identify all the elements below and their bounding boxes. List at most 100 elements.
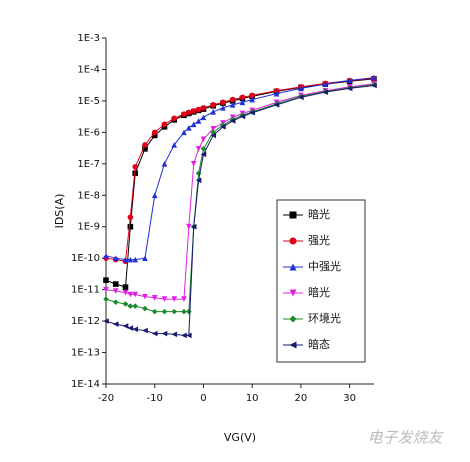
data-point [103, 252, 109, 259]
data-point [200, 105, 207, 111]
data-point [151, 330, 158, 337]
data-point [229, 96, 236, 103]
data-point [171, 331, 178, 338]
legend-marker [289, 263, 297, 271]
data-point [122, 323, 129, 329]
data-point [161, 296, 168, 302]
data-point [127, 303, 134, 309]
legend-label: 强光 [308, 233, 330, 247]
data-point [239, 113, 246, 120]
data-point [112, 321, 119, 327]
data-point [142, 327, 148, 334]
data-point [103, 296, 109, 302]
data-point [249, 92, 255, 99]
data-point [151, 308, 158, 315]
x-tick-label: -20 [98, 393, 114, 404]
data-point [190, 121, 197, 128]
x-tick-label: 30 [343, 393, 356, 404]
data-point [195, 106, 202, 113]
y-axis-label: IDS(A) [53, 194, 66, 229]
data-point [161, 121, 168, 128]
data-point [210, 109, 216, 115]
y-tick-label: 1E-14 [71, 379, 100, 390]
data-point [132, 291, 139, 298]
data-point [112, 299, 119, 305]
y-tick-label: 1E-10 [71, 253, 100, 264]
data-point [210, 129, 216, 136]
legend-marker [289, 237, 297, 245]
data-point [210, 132, 216, 139]
data-point [181, 296, 187, 302]
data-point [186, 109, 192, 116]
data-point [122, 301, 129, 307]
data-point [298, 94, 304, 101]
data-point [190, 161, 197, 167]
data-point [103, 286, 109, 293]
y-tick-label: 1E-12 [71, 316, 100, 327]
data-point [103, 318, 109, 324]
data-point [151, 192, 158, 199]
data-point [171, 115, 178, 122]
data-point [132, 303, 139, 309]
data-point [161, 330, 168, 337]
data-point [200, 151, 207, 158]
data-point [186, 223, 192, 230]
data-point [181, 332, 187, 339]
x-tick-label: 10 [246, 393, 259, 404]
data-point [239, 94, 246, 101]
data-point [186, 124, 192, 131]
data-point [322, 89, 329, 95]
data-point [200, 136, 207, 143]
data-point [220, 99, 226, 106]
y-tick-label: 1E-5 [77, 96, 100, 107]
data-point [161, 308, 168, 315]
legend-label: 暗光 [308, 207, 330, 221]
data-point [127, 214, 134, 221]
data-point [346, 77, 353, 84]
y-tick-label: 1E-6 [77, 127, 100, 138]
x-tick-label: -10 [147, 393, 163, 404]
data-point [210, 125, 216, 132]
watermark: 电子发烧友 [367, 429, 444, 447]
data-point [181, 129, 187, 136]
data-point [142, 146, 148, 152]
data-point [220, 105, 226, 111]
data-point [181, 111, 187, 117]
data-point [273, 102, 280, 108]
data-point [273, 87, 280, 94]
data-point [220, 124, 226, 130]
data-point [229, 118, 236, 124]
legend-marker [289, 341, 297, 349]
data-point [181, 308, 187, 315]
legend-label: 中强光 [308, 259, 341, 273]
data-point [239, 99, 246, 106]
data-point [195, 118, 202, 124]
data-point [103, 277, 109, 283]
data-point [298, 85, 304, 92]
legend-marker [289, 289, 297, 297]
data-point [229, 102, 236, 108]
data-point [127, 291, 134, 298]
data-point [186, 308, 192, 315]
data-point [142, 142, 148, 148]
legend-marker [289, 211, 297, 219]
data-point [200, 146, 207, 152]
data-point [142, 255, 148, 261]
legend-label: 环境光 [308, 311, 341, 325]
data-point [195, 146, 202, 152]
data-point [171, 142, 178, 148]
data-point [371, 74, 377, 81]
data-point [273, 90, 280, 97]
data-point [322, 81, 329, 87]
data-point [122, 284, 129, 290]
y-tick-label: 1E-7 [77, 159, 100, 170]
legend-label: 暗态 [308, 337, 330, 351]
legend-label: 暗光 [308, 285, 330, 299]
data-point [161, 161, 168, 167]
data-point [171, 308, 178, 315]
data-point [346, 85, 353, 92]
data-point [132, 170, 139, 177]
data-point [142, 293, 148, 300]
data-point [210, 102, 216, 108]
